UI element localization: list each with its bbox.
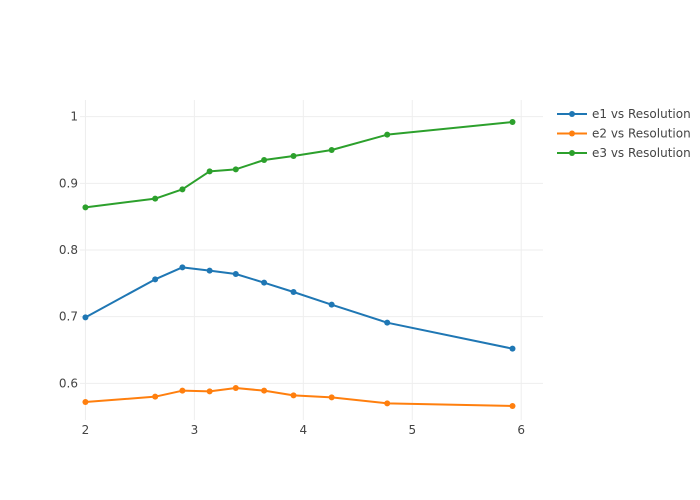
series-2 [82,385,516,409]
y-tick-label: 1 [70,110,78,124]
legend-item[interactable]: e1 vs Resolution [557,107,691,121]
legend-label: e3 vs Resolution [592,146,691,160]
data-point[interactable] [206,168,213,175]
data-point[interactable] [290,392,297,399]
x-tick-label: 4 [300,423,308,437]
series-layer [82,119,516,409]
y-tick-label: 0.7 [59,310,78,324]
data-point[interactable] [328,301,335,308]
data-point[interactable] [152,276,159,283]
data-point[interactable] [328,394,335,401]
series-1 [82,264,516,352]
data-point[interactable] [290,289,297,295]
x-tick-label: 3 [191,423,199,437]
data-point[interactable] [232,166,239,173]
data-point[interactable] [384,400,391,407]
legend-item[interactable]: e3 vs Resolution [557,146,691,160]
data-point[interactable] [290,153,297,159]
data-point[interactable] [232,385,239,391]
data-point[interactable] [509,345,516,352]
data-point[interactable] [152,195,159,202]
data-point[interactable] [384,131,391,138]
legend-swatch-marker [569,111,575,117]
data-point[interactable] [261,157,268,163]
series-3 [82,119,516,211]
legend-label: e2 vs Resolution [592,127,691,141]
data-point[interactable] [261,387,268,394]
legend-label: e1 vs Resolution [592,107,691,121]
y-tick-label: 0.6 [59,376,78,390]
data-point[interactable] [82,314,89,321]
legend-item[interactable]: e2 vs Resolution [557,127,691,141]
data-point[interactable] [152,393,159,400]
x-grid [84,100,522,420]
data-point[interactable] [206,388,213,395]
data-point[interactable] [261,279,268,286]
data-point[interactable] [232,271,239,277]
data-point[interactable] [82,399,89,405]
data-point[interactable] [206,267,213,274]
legend-swatch-marker [569,130,575,137]
data-point[interactable] [179,186,186,193]
y-tick-label: 0.9 [59,176,78,190]
legend-swatch-marker [569,150,575,156]
x-tick-label: 2 [82,423,90,437]
x-axis-ticks: 2 3 4 5 6 [82,423,525,437]
y-tick-label: 0.8 [59,243,78,257]
data-point[interactable] [509,119,516,125]
data-point[interactable] [179,264,186,271]
data-point[interactable] [82,204,89,211]
x-tick-label: 5 [408,423,416,437]
series-line [84,266,513,350]
series-line [85,387,513,407]
data-point[interactable] [179,387,186,394]
data-point[interactable] [328,147,335,153]
y-grid [80,116,543,384]
x-tick-label: 6 [517,423,525,437]
series-line [85,121,513,209]
data-point[interactable] [509,403,516,409]
legend[interactable]: e1 vs Resolution e2 vs Resolution e3 vs Re… [557,107,691,160]
y-axis-ticks: 0.6 0.7 0.8 0.9 1 [59,110,78,391]
data-point[interactable] [384,319,391,326]
